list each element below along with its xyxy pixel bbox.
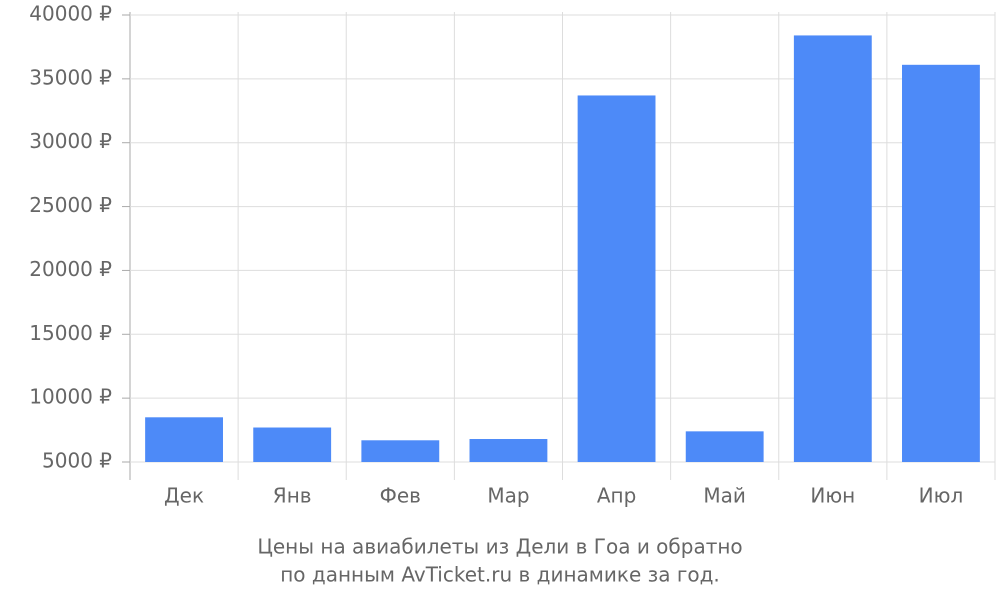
y-tick-label: 40000 ₽ [29,2,112,26]
x-tick-label: Май [703,484,746,508]
x-tick-label: Июл [919,484,964,508]
chart-title: Цены на авиабилеты из Дели в Гоа и обрат… [257,535,742,559]
x-tick-label: Янв [273,484,312,508]
bar [902,64,980,463]
y-tick-label: 15000 ₽ [29,321,112,345]
x-tick-label: Июн [810,484,855,508]
bar [145,417,223,462]
chart-subtitle: по данным AvTicket.ru в динамике за год. [280,563,720,587]
y-tick-label: 5000 ₽ [42,449,112,473]
bar [685,431,764,462]
x-tick-label: Фев [380,484,421,508]
bar [361,440,440,462]
y-tick-label: 10000 ₽ [29,385,112,409]
x-tick-label: Дек [164,484,204,508]
bar [577,95,656,463]
x-tick-label: Мар [487,484,529,508]
bar [253,427,332,462]
y-tick-label: 30000 ₽ [29,129,112,153]
bar [793,35,872,462]
x-tick-label: Апр [597,484,636,508]
y-tick-label: 25000 ₽ [29,193,112,217]
bar [469,439,548,462]
y-tick-label: 35000 ₽ [29,65,112,89]
y-tick-label: 20000 ₽ [29,257,112,281]
